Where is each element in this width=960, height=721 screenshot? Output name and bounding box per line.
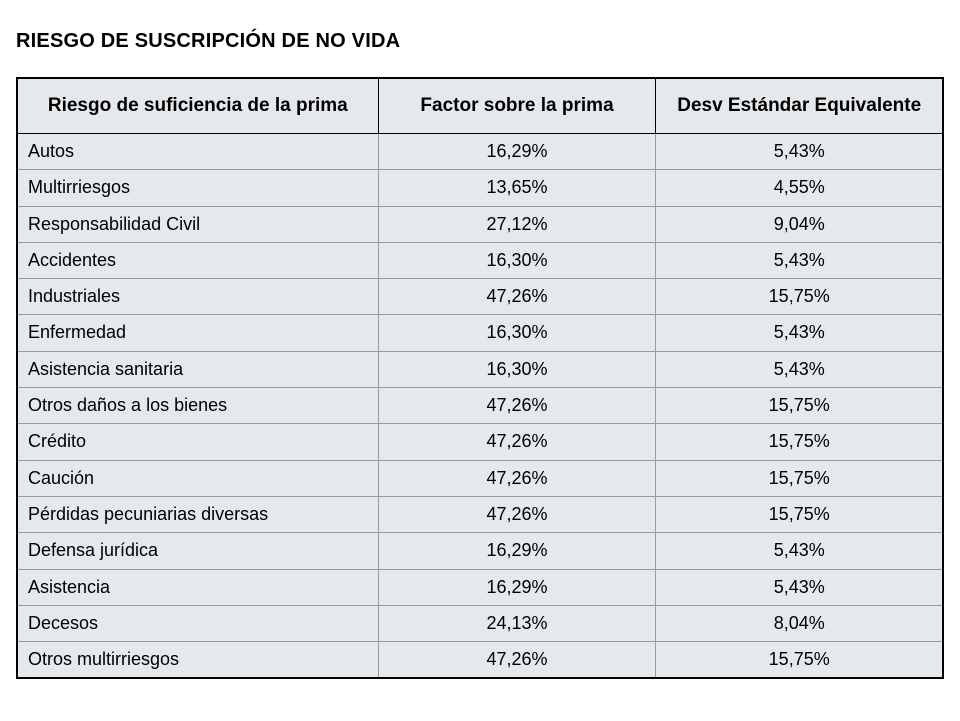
cell-desv: 4,55% bbox=[656, 170, 943, 206]
cell-factor: 16,30% bbox=[378, 315, 656, 351]
cell-desv: 5,43% bbox=[656, 134, 943, 170]
table-row: Multirriesgos 13,65% 4,55% bbox=[17, 170, 943, 206]
cell-factor: 16,30% bbox=[378, 242, 656, 278]
column-header-factor: Factor sobre la prima bbox=[378, 78, 656, 134]
table-row: Asistencia 16,29% 5,43% bbox=[17, 569, 943, 605]
column-header-category: Riesgo de suficiencia de la prima bbox=[17, 78, 378, 134]
cell-category: Crédito bbox=[17, 424, 378, 460]
cell-factor: 16,29% bbox=[378, 569, 656, 605]
table-row: Decesos 24,13% 8,04% bbox=[17, 605, 943, 641]
table-row: Caución 47,26% 15,75% bbox=[17, 460, 943, 496]
cell-desv: 5,43% bbox=[656, 351, 943, 387]
cell-factor: 27,12% bbox=[378, 206, 656, 242]
cell-category: Decesos bbox=[17, 605, 378, 641]
cell-factor: 13,65% bbox=[378, 170, 656, 206]
table-row: Autos 16,29% 5,43% bbox=[17, 134, 943, 170]
table-row: Pérdidas pecuniarias diversas 47,26% 15,… bbox=[17, 496, 943, 532]
table-row: Defensa jurídica 16,29% 5,43% bbox=[17, 533, 943, 569]
cell-factor: 16,29% bbox=[378, 533, 656, 569]
cell-factor: 16,30% bbox=[378, 351, 656, 387]
cell-category: Asistencia sanitaria bbox=[17, 351, 378, 387]
cell-factor: 47,26% bbox=[378, 279, 656, 315]
cell-desv: 5,43% bbox=[656, 569, 943, 605]
table-header-row: Riesgo de suficiencia de la prima Factor… bbox=[17, 78, 943, 134]
cell-desv: 15,75% bbox=[656, 496, 943, 532]
cell-desv: 5,43% bbox=[656, 315, 943, 351]
cell-desv: 15,75% bbox=[656, 642, 943, 679]
page-title: RIESGO DE SUSCRIPCIÓN DE NO VIDA bbox=[16, 30, 944, 53]
cell-desv: 15,75% bbox=[656, 460, 943, 496]
cell-factor: 47,26% bbox=[378, 460, 656, 496]
cell-factor: 47,26% bbox=[378, 424, 656, 460]
cell-factor: 47,26% bbox=[378, 642, 656, 679]
cell-category: Otros daños a los bienes bbox=[17, 388, 378, 424]
table-row: Industriales 47,26% 15,75% bbox=[17, 279, 943, 315]
cell-factor: 16,29% bbox=[378, 134, 656, 170]
cell-desv: 9,04% bbox=[656, 206, 943, 242]
cell-desv: 15,75% bbox=[656, 279, 943, 315]
cell-factor: 24,13% bbox=[378, 605, 656, 641]
cell-category: Accidentes bbox=[17, 242, 378, 278]
cell-category: Responsabilidad Civil bbox=[17, 206, 378, 242]
cell-desv: 5,43% bbox=[656, 242, 943, 278]
cell-category: Autos bbox=[17, 134, 378, 170]
table-row: Crédito 47,26% 15,75% bbox=[17, 424, 943, 460]
table-row: Asistencia sanitaria 16,30% 5,43% bbox=[17, 351, 943, 387]
cell-category: Pérdidas pecuniarias diversas bbox=[17, 496, 378, 532]
table-row: Otros daños a los bienes 47,26% 15,75% bbox=[17, 388, 943, 424]
cell-factor: 47,26% bbox=[378, 496, 656, 532]
risk-table: Riesgo de suficiencia de la prima Factor… bbox=[16, 77, 944, 679]
cell-desv: 8,04% bbox=[656, 605, 943, 641]
table-row: Accidentes 16,30% 5,43% bbox=[17, 242, 943, 278]
table-row: Responsabilidad Civil 27,12% 9,04% bbox=[17, 206, 943, 242]
cell-category: Enfermedad bbox=[17, 315, 378, 351]
cell-category: Caución bbox=[17, 460, 378, 496]
cell-category: Industriales bbox=[17, 279, 378, 315]
cell-category: Otros multirriesgos bbox=[17, 642, 378, 679]
table-body: Autos 16,29% 5,43% Multirriesgos 13,65% … bbox=[17, 134, 943, 679]
cell-category: Asistencia bbox=[17, 569, 378, 605]
cell-desv: 15,75% bbox=[656, 388, 943, 424]
table-row: Enfermedad 16,30% 5,43% bbox=[17, 315, 943, 351]
cell-category: Multirriesgos bbox=[17, 170, 378, 206]
cell-factor: 47,26% bbox=[378, 388, 656, 424]
cell-category: Defensa jurídica bbox=[17, 533, 378, 569]
cell-desv: 5,43% bbox=[656, 533, 943, 569]
table-row: Otros multirriesgos 47,26% 15,75% bbox=[17, 642, 943, 679]
cell-desv: 15,75% bbox=[656, 424, 943, 460]
column-header-desv: Desv Estándar Equivalente bbox=[656, 78, 943, 134]
